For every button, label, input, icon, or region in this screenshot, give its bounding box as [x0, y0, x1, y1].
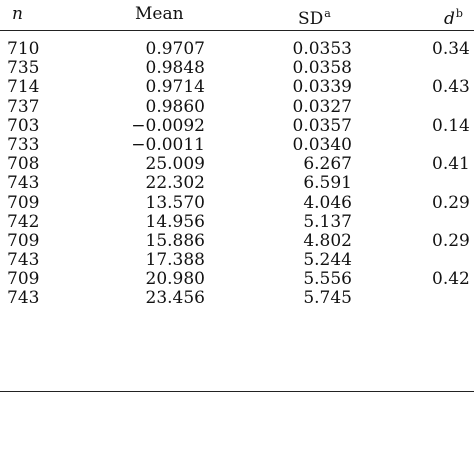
table-row: 709 13.570 4.046 0.29 [0, 192, 474, 213]
cell-mean: 0.9707 [145, 39, 205, 59]
cell-n: 709 [7, 192, 40, 213]
table-row: 709 20.980 5.556 0.42 [0, 270, 474, 289]
cell-d: 0.29 [432, 230, 470, 251]
cell-d: 0.42 [432, 269, 470, 290]
table-row: 708 25.009 6.267 0.41 [0, 155, 474, 174]
cell-d: 0.34 [432, 39, 470, 59]
cell-sd: 4.802 [303, 230, 352, 251]
header-d: db [444, 4, 463, 29]
cell-n: 743 [7, 173, 40, 194]
cell-mean: 0.9848 [145, 58, 205, 79]
cell-n: 742 [7, 211, 40, 232]
table-row: 709 15.886 4.802 0.29 [0, 230, 474, 251]
cell-sd: 5.556 [303, 269, 352, 290]
cell-n: 714 [7, 77, 40, 98]
cell-n: 709 [7, 269, 40, 290]
cell-n: 733 [7, 134, 40, 155]
table-row: 714 0.9714 0.0339 0.43 [0, 78, 474, 97]
cell-d: 0.14 [432, 115, 470, 136]
cell-d: 0.43 [432, 77, 470, 98]
cell-mean: 20.980 [145, 269, 205, 290]
table-body: 710 0.9707 0.0353 0.34 735 0.9848 0.0358 714 0.9… [0, 40, 474, 309]
header-n: n [12, 4, 23, 24]
cell-n: 710 [7, 39, 40, 59]
cell-mean: 17.388 [145, 250, 205, 271]
table-header: n Mean SDa db [0, 0, 474, 31]
table-row: 703 −0.0092 0.0357 0.14 [0, 115, 474, 136]
cell-n: 743 [7, 250, 40, 271]
cell-d: 0.41 [432, 154, 470, 175]
cell-n: 735 [7, 58, 40, 79]
cell-sd: 4.046 [303, 192, 352, 213]
cell-n: 703 [7, 115, 40, 136]
table-row: 742 14.956 5.137 [0, 211, 474, 232]
header-d-footnote: b [455, 7, 463, 20]
table-row: 735 0.9848 0.0358 [0, 59, 474, 78]
header-mean: Mean [135, 4, 184, 24]
cell-sd: 6.267 [303, 154, 352, 175]
cell-mean: 25.009 [145, 154, 205, 175]
table-row: 733 −0.0011 0.0340 [0, 134, 474, 155]
header-d-label: d [444, 9, 455, 29]
cell-sd: 5.137 [303, 211, 352, 232]
cell-mean: 0.9860 [145, 96, 205, 117]
table-row: 743 22.302 6.591 [0, 174, 474, 193]
cell-n: 737 [7, 96, 40, 117]
cell-mean: 13.570 [145, 192, 205, 213]
cell-mean: 22.302 [145, 173, 205, 194]
header-sd-label: SD [298, 9, 324, 29]
cell-mean: 15.886 [145, 230, 205, 251]
cell-sd: 0.0358 [292, 58, 352, 79]
table-row: 743 23.456 5.745 [0, 289, 474, 308]
cell-sd: 0.0353 [292, 39, 352, 59]
cell-sd: 5.244 [303, 250, 352, 271]
cell-mean: −0.0011 [131, 134, 205, 155]
table-row: 710 0.9707 0.0353 0.34 [0, 40, 474, 59]
cell-mean: 14.956 [145, 211, 205, 232]
table-bottom-rule [0, 391, 474, 392]
cell-n: 709 [7, 230, 40, 251]
cell-n: 743 [7, 288, 40, 309]
cell-sd: 0.0357 [292, 115, 352, 136]
header-sd-footnote: a [324, 7, 331, 20]
cell-sd: 0.0339 [292, 77, 352, 98]
cell-sd: 0.0340 [292, 134, 352, 155]
cell-mean: 0.9714 [145, 77, 205, 98]
cell-mean: −0.0092 [131, 115, 205, 136]
cell-sd: 0.0327 [292, 96, 352, 117]
table-row: 737 0.9860 0.0327 [0, 96, 474, 117]
table-row: 743 17.388 5.244 [0, 251, 474, 270]
header-sd: SDa [298, 4, 331, 29]
cell-n: 708 [7, 154, 40, 175]
cell-sd: 6.591 [303, 173, 352, 194]
cell-sd: 5.745 [303, 288, 352, 309]
cell-mean: 23.456 [145, 288, 205, 309]
cell-d: 0.29 [432, 192, 470, 213]
